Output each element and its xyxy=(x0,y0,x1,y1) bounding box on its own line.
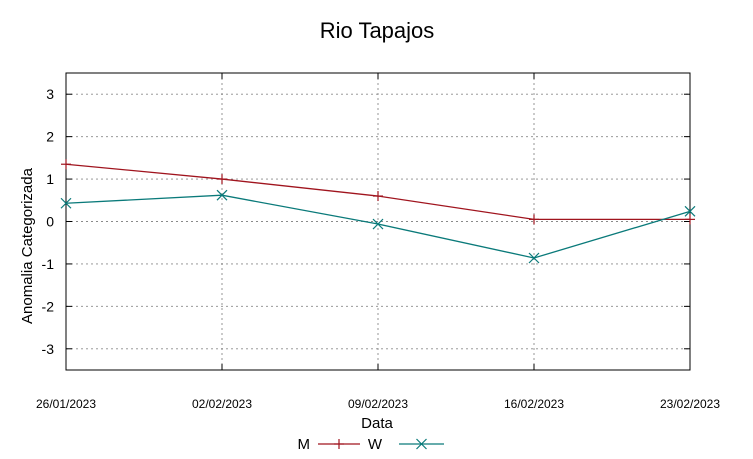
y-tick-label: 0 xyxy=(46,214,54,230)
legend-marker-w xyxy=(416,438,427,450)
legend-marker-m xyxy=(334,439,344,449)
data-point-w xyxy=(684,205,696,217)
legend-label-w: W xyxy=(368,436,383,453)
marker-stroke xyxy=(60,197,72,209)
data-point-m xyxy=(373,191,383,202)
data-point-w xyxy=(216,189,228,201)
series-layer xyxy=(60,159,696,264)
x-axis-label: Data xyxy=(361,415,393,432)
y-tick-label: 3 xyxy=(46,86,54,102)
y-axis: -3 -2 -1 0 1 2 3 xyxy=(42,86,690,357)
data-point-w xyxy=(372,218,384,230)
x-tick-label: 02/02/2023 xyxy=(192,397,252,411)
data-point-w xyxy=(528,252,540,264)
x-tick-label: 23/02/2023 xyxy=(660,397,720,411)
y-axis-label: Anomalia Categorizada xyxy=(19,167,36,324)
x-tick-label: 16/02/2023 xyxy=(504,397,564,411)
y-tick-label: -2 xyxy=(42,298,55,314)
data-point-m xyxy=(217,174,227,185)
chart-title: Rio Tapajos xyxy=(320,18,435,43)
data-point-m xyxy=(685,214,695,225)
y-tick-label: 1 xyxy=(46,171,54,187)
marker-stroke xyxy=(416,438,427,450)
data-point-m xyxy=(61,159,71,170)
y-tick-label: -3 xyxy=(42,341,55,357)
y-tick-label: 2 xyxy=(46,129,54,145)
data-point-w xyxy=(60,197,72,209)
marker-stroke xyxy=(528,252,540,264)
marker-stroke xyxy=(684,205,696,217)
legend-label-m: M xyxy=(298,436,311,453)
marker-stroke xyxy=(372,218,384,230)
grid xyxy=(65,73,691,370)
x-tick-label: 09/02/2023 xyxy=(348,397,408,411)
data-point-m xyxy=(529,214,539,225)
marker-stroke xyxy=(216,189,228,201)
y-tick-label: -1 xyxy=(42,256,55,272)
x-tick-label: 26/01/2023 xyxy=(36,397,96,411)
x-axis: 26/01/2023 02/02/2023 09/02/2023 16/02/2023… xyxy=(36,73,720,411)
